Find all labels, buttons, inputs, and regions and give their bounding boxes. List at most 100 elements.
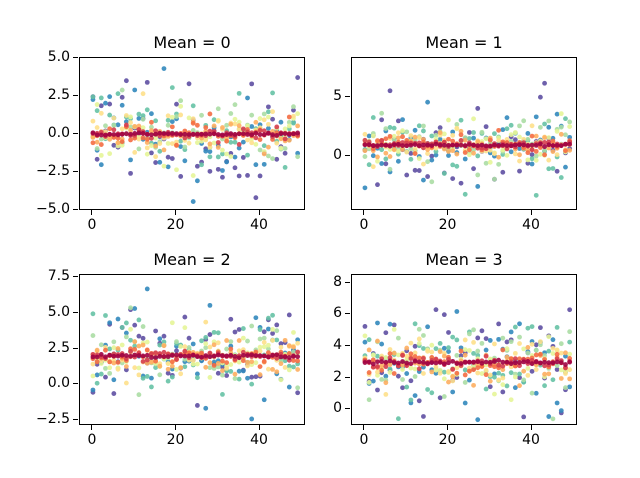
scatter-point xyxy=(240,155,246,160)
scatter-point xyxy=(245,152,250,158)
scatter-point xyxy=(521,142,527,148)
scatter-point xyxy=(220,151,225,157)
scatter-point xyxy=(215,154,221,160)
x-tick xyxy=(446,425,448,430)
scatter-point xyxy=(375,369,380,375)
scatter-point xyxy=(161,147,167,153)
scatter-point xyxy=(521,377,527,383)
scatter-point xyxy=(563,371,568,376)
scatter-point xyxy=(504,146,510,152)
scatter-point xyxy=(416,341,422,346)
scatter-point xyxy=(471,363,476,369)
scatter-point xyxy=(567,119,573,125)
scatter-point xyxy=(558,360,564,366)
scatter-point xyxy=(103,354,108,360)
scatter-point xyxy=(136,146,142,152)
scatter-point xyxy=(286,351,292,356)
scatter-point xyxy=(165,378,171,384)
scatter-point xyxy=(504,126,510,132)
scatter-point xyxy=(228,139,234,145)
scatter-point xyxy=(157,336,163,342)
scatter-point xyxy=(500,147,506,153)
x-tick xyxy=(174,210,176,215)
scatter-point xyxy=(492,359,497,364)
scatter-point xyxy=(450,366,456,372)
scatter-point xyxy=(387,321,393,327)
scatter-point xyxy=(169,353,175,358)
y-tick xyxy=(345,376,350,378)
scatter-point xyxy=(186,81,192,87)
scatter-point xyxy=(550,337,556,343)
scatter-point xyxy=(182,348,188,354)
scatter-point xyxy=(383,364,389,370)
scatter-point xyxy=(567,307,573,313)
scatter-point xyxy=(224,365,230,371)
scatter-point xyxy=(144,347,150,353)
scatter-point xyxy=(123,78,129,84)
scatter-point xyxy=(370,378,376,384)
scatter-point xyxy=(454,151,460,157)
scatter-point xyxy=(165,122,171,128)
scatter-point xyxy=(186,335,192,341)
scatter-point xyxy=(563,385,568,391)
scatter-point xyxy=(421,123,426,129)
scatter-point xyxy=(395,335,401,341)
plot-area xyxy=(351,57,577,210)
scatter-point xyxy=(379,363,385,369)
scatter-point xyxy=(157,148,163,154)
scatter-point xyxy=(479,142,485,148)
scatter-point xyxy=(366,397,372,403)
scatter-point xyxy=(123,131,129,137)
y-tick xyxy=(345,281,350,283)
scatter-point xyxy=(295,340,301,346)
scatter-point xyxy=(508,329,514,335)
scatter-point xyxy=(508,356,514,362)
scatter-point xyxy=(525,365,531,371)
scatter-point xyxy=(466,130,472,135)
y-tick xyxy=(73,132,78,134)
scatter-point xyxy=(471,359,476,365)
scatter-point xyxy=(496,370,502,376)
scatter-point xyxy=(98,103,104,109)
scatter-point xyxy=(153,355,159,360)
scatter-point xyxy=(400,353,405,358)
scatter-point xyxy=(291,364,296,370)
scatter-point xyxy=(286,312,292,318)
scatter-point xyxy=(278,136,284,142)
scatter-point xyxy=(542,363,547,369)
scatter-point xyxy=(90,387,96,393)
scatter-point xyxy=(487,372,493,378)
scatter-point xyxy=(228,352,234,358)
scatter-point xyxy=(429,349,435,355)
scatter-point xyxy=(416,156,422,161)
scatter-point xyxy=(450,176,456,181)
scatter-point xyxy=(421,346,426,351)
scatter-point xyxy=(90,118,96,124)
scatter-point xyxy=(157,159,163,165)
scatter-point xyxy=(128,326,133,332)
x-tick-label: 40 xyxy=(250,217,268,233)
y-tick-label: 8 xyxy=(333,273,342,290)
scatter-point xyxy=(119,102,125,108)
scatter-point xyxy=(220,174,225,180)
scatter-point xyxy=(529,361,535,367)
scatter-point xyxy=(107,359,113,365)
scatter-point xyxy=(236,145,242,151)
scatter-point xyxy=(429,153,435,159)
scatter-point xyxy=(103,374,108,380)
scatter-point xyxy=(236,141,242,147)
x-tick-label: 0 xyxy=(87,432,97,448)
scatter-point xyxy=(90,94,96,100)
scatter-point xyxy=(215,361,221,366)
scatter-point xyxy=(98,342,104,348)
scatter-point xyxy=(257,173,263,179)
y-tick xyxy=(73,418,78,420)
scatter-point xyxy=(149,375,154,381)
scatter-point xyxy=(203,319,209,325)
scatter-point xyxy=(387,347,393,352)
scatter-point xyxy=(366,359,372,365)
x-tick xyxy=(446,210,448,215)
subplot-title: Mean = 3 xyxy=(425,250,503,269)
scatter-point xyxy=(144,145,150,151)
scatter-point xyxy=(512,142,518,148)
